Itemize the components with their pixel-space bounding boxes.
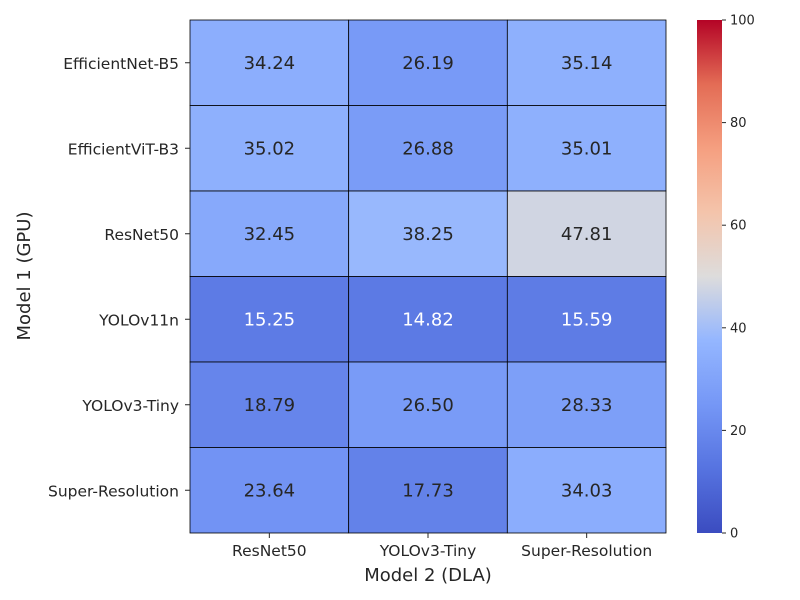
colorbar: 0 20 40 60 80 100	[697, 14, 755, 542]
cell-value-label: 34.24	[244, 53, 296, 74]
colorbar-tick-label: 60	[730, 219, 747, 234]
cell-value-label: 23.64	[244, 480, 296, 501]
y-tick-label: YOLOv11n	[98, 311, 179, 329]
colorbar-tick-label: 100	[730, 14, 755, 29]
y-axis-label: Model 1 (GPU)	[14, 212, 35, 341]
y-tick-label: EfficientNet-B5	[63, 55, 179, 73]
heatmap-cell	[189, 361, 350, 448]
heatmap-cell	[189, 276, 350, 363]
cell-value-label: 14.82	[402, 309, 454, 330]
heatmap-cell	[348, 190, 508, 277]
colorbar-tick-label: 80	[730, 116, 747, 131]
y-axis-ticks: EfficientNet-B5 EfficientViT-B3 ResNet50 YO…	[48, 55, 190, 500]
cell-value-label: 38.25	[402, 224, 454, 245]
cell-value-label: 26.50	[402, 395, 454, 416]
heatmap-cell	[348, 447, 508, 534]
heatmap-cell	[348, 105, 508, 192]
x-axis-label: Model 2 (DLA)	[364, 565, 492, 586]
x-tick-label: Super-Resolution	[521, 542, 652, 560]
cell-value-label: 47.81	[561, 224, 613, 245]
colorbar-ticks: 0 20 40 60 80 100	[722, 14, 755, 542]
cell-value-label: 15.25	[244, 309, 296, 330]
colorbar-tick-label: 0	[730, 527, 738, 542]
y-tick-label: Super-Resolution	[48, 482, 179, 500]
heatmap-cell	[506, 19, 667, 106]
x-axis-ticks: ResNet50 YOLOv3-Tiny Super-Resolution	[232, 533, 652, 560]
colorbar-gradient	[697, 20, 722, 533]
cell-value-label: 32.45	[244, 224, 296, 245]
cell-value-label: 17.73	[402, 480, 454, 501]
cell-value-label: 18.79	[244, 395, 296, 416]
cell-value-label: 26.19	[402, 53, 454, 74]
x-tick-label: ResNet50	[232, 542, 307, 560]
heatmap-cell	[506, 447, 667, 534]
heatmap-cell	[348, 19, 508, 106]
heatmap-cell	[189, 105, 350, 192]
cell-value-label: 35.14	[561, 53, 613, 74]
heatmap-cell	[506, 276, 667, 363]
y-tick-label: ResNet50	[104, 226, 179, 244]
cell-value-label: 15.59	[561, 309, 613, 330]
heatmap-cells	[189, 19, 667, 534]
heatmap-cell-labels: 34.24 26.19 35.14 35.02 26.88 35.01 32.45 38.25…	[244, 53, 613, 502]
colorbar-tick-label: 40	[730, 321, 747, 336]
colorbar-tick-label: 20	[730, 424, 747, 439]
cell-value-label: 35.01	[561, 138, 613, 159]
y-tick-label: YOLOv3-Tiny	[81, 397, 179, 415]
heatmap-cell	[189, 19, 350, 106]
y-tick-label: EfficientViT-B3	[68, 140, 179, 158]
cell-value-label: 34.03	[561, 480, 613, 501]
x-tick-label: YOLOv3-Tiny	[379, 542, 477, 560]
cell-value-label: 26.88	[402, 138, 454, 159]
heatmap-cell	[506, 105, 667, 192]
heatmap-cell	[506, 361, 667, 448]
heatmap-cell	[348, 361, 508, 448]
cell-value-label: 35.02	[244, 138, 296, 159]
cell-value-label: 28.33	[561, 395, 613, 416]
